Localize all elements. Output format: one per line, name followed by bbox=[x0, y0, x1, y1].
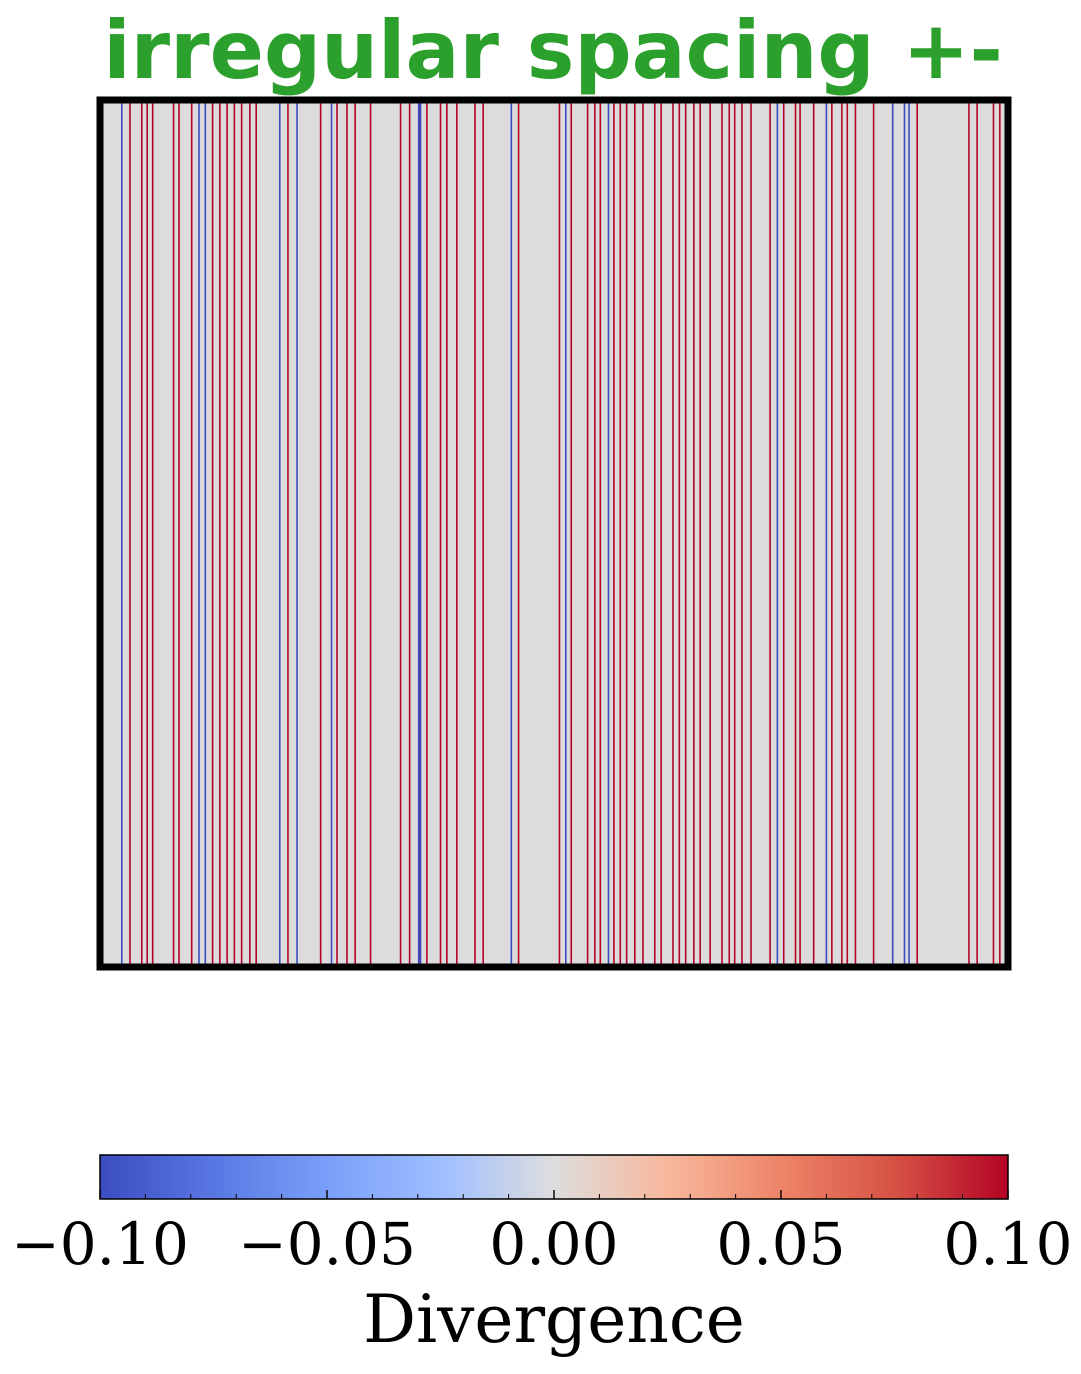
colorbar-tick-label: 0.00 bbox=[489, 1210, 618, 1278]
colorbar-tick-label: −0.10 bbox=[11, 1210, 189, 1278]
colorbar-label: Divergence bbox=[363, 1281, 745, 1358]
colorbar-tick-label: −0.05 bbox=[238, 1210, 416, 1278]
colorbar-ticks: −0.10 −0.05 0.00 0.05 0.10 bbox=[11, 1190, 1073, 1278]
colorbar-tick-label: 0.10 bbox=[943, 1210, 1072, 1278]
plot-background bbox=[100, 100, 1008, 967]
colorbar-tick-label: 0.05 bbox=[716, 1210, 845, 1278]
divergence-lines bbox=[120, 100, 1001, 967]
chart-title: irregular spacing +- bbox=[103, 4, 1003, 97]
plot-frame bbox=[96, 96, 1012, 971]
